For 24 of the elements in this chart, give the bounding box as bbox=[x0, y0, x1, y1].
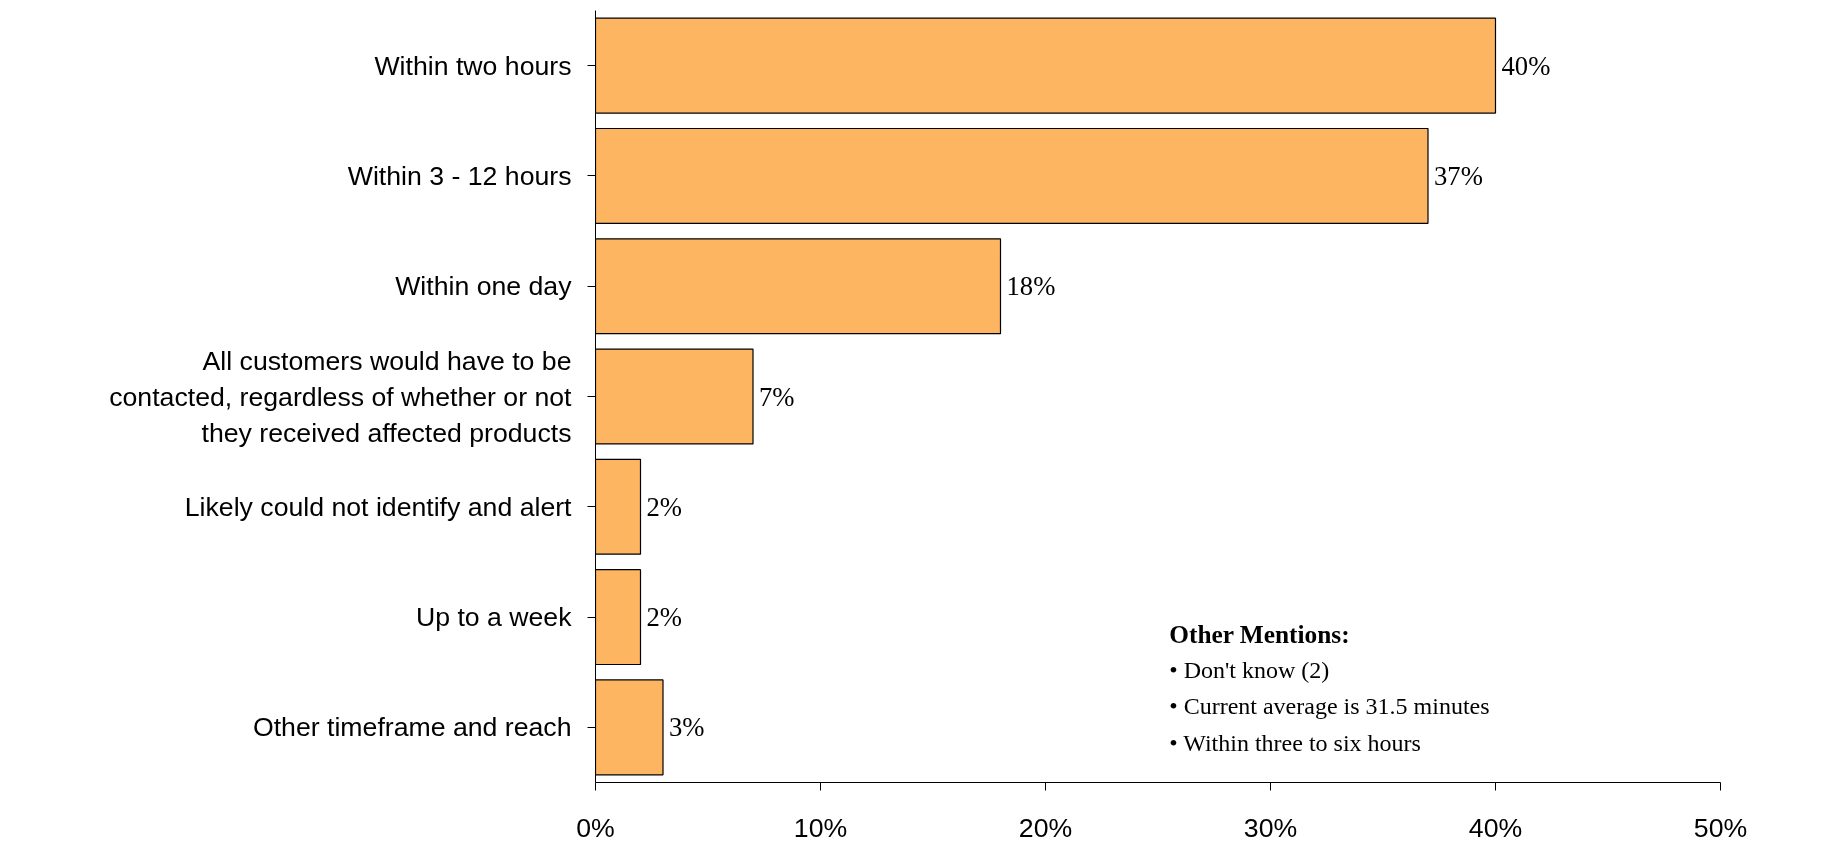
annotation: • Don't know (2) bbox=[1169, 657, 1330, 684]
annotation: • Within three to six hours bbox=[1169, 729, 1421, 756]
data-label: 18% bbox=[1006, 271, 1056, 302]
x-tick-label: 10% bbox=[793, 812, 848, 843]
annotation: • Current average is 31.5 minutes bbox=[1169, 693, 1490, 720]
data-label: 37% bbox=[1434, 160, 1483, 191]
x-tick-label: 30% bbox=[1243, 812, 1298, 843]
y-tick-label: All customers would have to be contacted, regardless of whether or not they received affected products bbox=[109, 345, 573, 448]
y-tick-label: Within two hours bbox=[374, 50, 572, 81]
y-tick-label: Likely could not identify and alert bbox=[184, 491, 573, 522]
data-label: 40% bbox=[1501, 50, 1551, 81]
data-label: 2% bbox=[646, 602, 683, 633]
x-tick-label: 40% bbox=[1468, 812, 1523, 843]
data-label: 2% bbox=[646, 491, 683, 522]
y-tick-label: Up to a week bbox=[415, 602, 573, 633]
annotation: Other Mentions: bbox=[1169, 619, 1350, 648]
y-tick-label: Within one day bbox=[395, 271, 573, 302]
data-label: 7% bbox=[759, 381, 795, 412]
y-tick-label: Within 3 - 12 hours bbox=[347, 160, 572, 191]
x-tick-label: 0% bbox=[576, 812, 615, 843]
data-label: 3% bbox=[669, 712, 705, 743]
x-tick-label: 50% bbox=[1693, 812, 1748, 843]
x-tick-label: 20% bbox=[1018, 812, 1073, 843]
y-tick-label: Other timeframe and reach bbox=[252, 712, 572, 743]
